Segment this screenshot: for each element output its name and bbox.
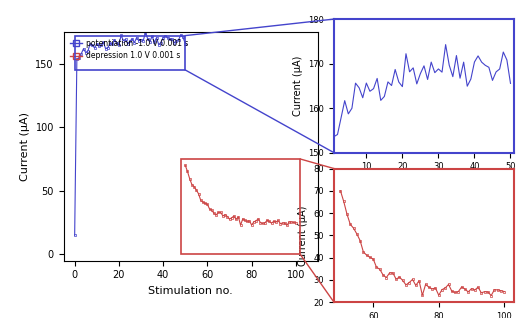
Y-axis label: Current (μA): Current (μA)	[20, 112, 30, 181]
Y-axis label: Current (μA): Current (μA)	[298, 205, 308, 266]
X-axis label: Stimulation no.: Stimulation no.	[148, 286, 233, 296]
Y-axis label: Current (μA): Current (μA)	[293, 56, 303, 116]
X-axis label: Stimulation no.: Stimulation no.	[387, 177, 461, 187]
Legend: potentiation -1.0 V 0.001 s, depression 1.0 V 0.001 s: potentiation -1.0 V 0.001 s, depression …	[67, 36, 191, 64]
